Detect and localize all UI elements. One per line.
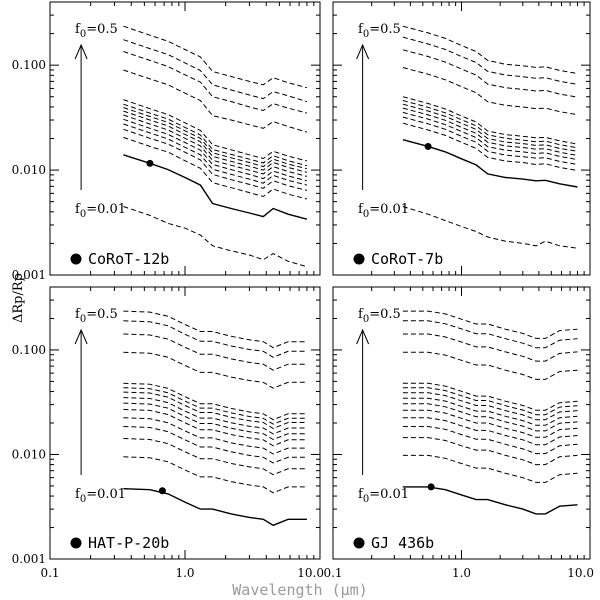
series-line-f0-0.11 bbox=[123, 382, 307, 421]
series-line-f0-0.4 bbox=[402, 36, 578, 85]
series-line-f0-0.07 bbox=[402, 103, 578, 152]
series-line-f0-0.09 bbox=[123, 391, 307, 430]
series-group bbox=[402, 25, 578, 249]
series-line-f0-0.06 bbox=[123, 118, 308, 182]
x-tick-label: 1.0 bbox=[452, 566, 471, 580]
series-line-f0-0.09 bbox=[123, 107, 308, 170]
arrow-head-icon bbox=[74, 328, 88, 345]
legend-dot-icon bbox=[70, 537, 82, 549]
series-line-f0-0.02 bbox=[402, 454, 578, 483]
series-line-f0-0.07 bbox=[123, 114, 308, 177]
series-line-f0-0.3 bbox=[402, 49, 578, 98]
planet-marker bbox=[158, 487, 166, 495]
series-line-f0-0.3 bbox=[123, 51, 308, 114]
f0-annotation: f0=0.01 bbox=[358, 202, 409, 220]
arrow-head-icon bbox=[356, 43, 370, 60]
f0-annotation: f0=0.5 bbox=[75, 307, 118, 325]
series-line-f0-0.3 bbox=[123, 333, 307, 371]
panel-gj-436b: 0.1 1.0 10.0 f0=0.5 f0=0.01 GJ 436b bbox=[323, 286, 594, 580]
planet-marker bbox=[427, 483, 435, 491]
f0-annotation: f0=0.5 bbox=[75, 22, 118, 40]
series-group bbox=[123, 310, 307, 527]
series-line-f0-0.1 bbox=[123, 103, 308, 167]
f0-annotation: f0=0.01 bbox=[75, 487, 126, 505]
panel-frame bbox=[332, 286, 591, 560]
x-axis-label: Wavelength (μm) bbox=[232, 581, 367, 599]
y-tick-label: 0.001 bbox=[12, 268, 46, 282]
series-line-f0-0.3 bbox=[402, 333, 578, 362]
series-line-f0-0.05 bbox=[123, 123, 308, 186]
legend-dot-icon bbox=[353, 253, 365, 265]
series-line-f0-0.2 bbox=[402, 351, 578, 380]
series-line-f0-0.06 bbox=[402, 409, 578, 438]
x-tick-label: 10.0 bbox=[567, 566, 594, 580]
x-tick-label: 0.1 bbox=[323, 566, 342, 580]
y-tick-label: 0.010 bbox=[12, 163, 46, 177]
series-line-f0-0.03 bbox=[123, 136, 308, 200]
f0-annotation: f0=0.5 bbox=[358, 307, 401, 325]
legend-label: GJ 436b bbox=[371, 534, 434, 552]
x-tick-label: 1.0 bbox=[175, 566, 194, 580]
series-line-f0-0.4 bbox=[123, 39, 308, 103]
series-line-f0-0.5 bbox=[123, 25, 308, 89]
series-line-f0-0.11 bbox=[123, 99, 308, 162]
f0-annotation: f0=0.01 bbox=[75, 202, 126, 220]
arrow-head-icon bbox=[74, 43, 88, 60]
series-line-f0-0.04 bbox=[123, 128, 308, 191]
x-tick-label: 10.0 bbox=[297, 566, 324, 580]
series-line-f0-0.02 bbox=[123, 456, 307, 494]
series-line-f0-0.2 bbox=[123, 69, 308, 133]
series-line-f0-0.4 bbox=[123, 320, 307, 358]
series-line-f0-0.5 bbox=[402, 25, 578, 74]
y-tick-label: 0.100 bbox=[12, 343, 46, 357]
legend-dot-icon bbox=[353, 537, 365, 549]
series-line-f0-0.1 bbox=[123, 387, 307, 425]
planet-marker bbox=[424, 142, 432, 150]
series-line-f0-0.06 bbox=[402, 107, 578, 156]
series-line-f0-0.05 bbox=[123, 417, 307, 455]
legend-dot-icon bbox=[70, 253, 82, 265]
y-tick-label: 0.010 bbox=[12, 447, 46, 461]
panel-corot-12b: 0.001 0.010 0.100 f0=0.5 f0=0.01 CoRoT-12b bbox=[12, 1, 321, 282]
series-group bbox=[123, 25, 308, 268]
series-line-f0-0.01 bbox=[402, 206, 578, 249]
series-line-f0-0.04 bbox=[402, 426, 578, 455]
y-tick-label: 0.001 bbox=[12, 552, 46, 566]
f0-annotation: f0=0.01 bbox=[358, 487, 409, 505]
panel-hat-p-20b: 0.001 0.010 0.100 0.1 1.0 10.0 f0=0.5 f0=0.01 HA… bbox=[12, 286, 324, 580]
series-line-f0-0.2 bbox=[123, 351, 307, 389]
series-line-f0-0.5 bbox=[123, 310, 307, 349]
series-line-f0-0.06 bbox=[123, 408, 307, 447]
series-line-f0-0.08 bbox=[123, 110, 308, 173]
series-line-f0-0.02 bbox=[402, 139, 578, 188]
x-tick-label: 0.1 bbox=[40, 566, 59, 580]
series-line-f0-0.08 bbox=[123, 397, 307, 435]
series-line-f0-0.01 bbox=[123, 206, 308, 268]
series-line-f0-0.04 bbox=[402, 116, 578, 165]
panel-corot-7b: f0=0.5 f0=0.01 CoRoT-7b bbox=[332, 1, 591, 276]
series-group bbox=[402, 310, 578, 515]
series-line-f0-0.08 bbox=[402, 100, 578, 149]
series-line-f0-0.01 bbox=[402, 486, 578, 515]
y-tick-label: 0.100 bbox=[12, 58, 46, 72]
legend-label: CoRoT-12b bbox=[88, 250, 169, 268]
series-line-f0-0.05 bbox=[402, 111, 578, 161]
series-line-f0-0.03 bbox=[123, 438, 307, 476]
series-line-f0-0.07 bbox=[123, 402, 307, 441]
panels: 0.001 0.010 0.100 f0=0.5 f0=0.01 CoRoT-12b f0=… bbox=[12, 1, 594, 580]
series-line-f0-0.02 bbox=[123, 154, 308, 220]
planet-marker bbox=[146, 159, 154, 167]
series-line-f0-0.09 bbox=[402, 96, 578, 145]
series-line-f0-0.2 bbox=[402, 67, 578, 116]
legend-label: CoRoT-7b bbox=[371, 250, 443, 268]
f0-annotation: f0=0.5 bbox=[358, 22, 401, 40]
y-axis-label: ΔRp/Rp bbox=[11, 273, 26, 323]
series-line-f0-0.01 bbox=[123, 488, 307, 527]
series-line-f0-0.03 bbox=[402, 122, 578, 171]
arrow-head-icon bbox=[356, 328, 370, 345]
series-line-f0-0.04 bbox=[123, 426, 307, 464]
legend-label: HAT-P-20b bbox=[88, 534, 169, 552]
